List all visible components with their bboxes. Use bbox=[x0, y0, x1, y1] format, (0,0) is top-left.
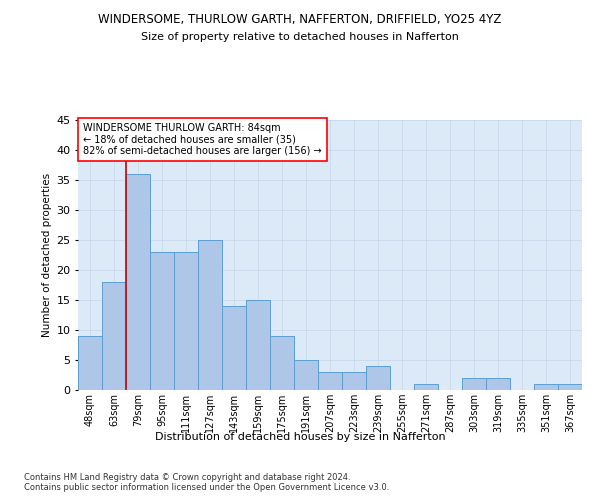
Bar bbox=[126, 174, 150, 390]
Bar bbox=[414, 384, 438, 390]
Bar bbox=[558, 384, 582, 390]
Bar bbox=[486, 378, 510, 390]
Text: Size of property relative to detached houses in Nafferton: Size of property relative to detached ho… bbox=[141, 32, 459, 42]
Bar bbox=[318, 372, 342, 390]
Bar bbox=[174, 252, 198, 390]
Bar bbox=[294, 360, 318, 390]
Text: WINDERSOME THURLOW GARTH: 84sqm
← 18% of detached houses are smaller (35)
82% of: WINDERSOME THURLOW GARTH: 84sqm ← 18% of… bbox=[83, 122, 322, 156]
Text: Distribution of detached houses by size in Nafferton: Distribution of detached houses by size … bbox=[155, 432, 445, 442]
Text: WINDERSOME, THURLOW GARTH, NAFFERTON, DRIFFIELD, YO25 4YZ: WINDERSOME, THURLOW GARTH, NAFFERTON, DR… bbox=[98, 12, 502, 26]
Bar bbox=[462, 378, 486, 390]
Bar bbox=[270, 336, 294, 390]
Y-axis label: Number of detached properties: Number of detached properties bbox=[42, 173, 52, 337]
Bar bbox=[342, 372, 366, 390]
Bar bbox=[102, 282, 126, 390]
Text: Contains HM Land Registry data © Crown copyright and database right 2024.
Contai: Contains HM Land Registry data © Crown c… bbox=[24, 472, 389, 492]
Bar bbox=[198, 240, 222, 390]
Bar bbox=[78, 336, 102, 390]
Bar bbox=[366, 366, 390, 390]
Bar bbox=[222, 306, 246, 390]
Bar bbox=[150, 252, 174, 390]
Bar bbox=[246, 300, 270, 390]
Bar bbox=[534, 384, 558, 390]
